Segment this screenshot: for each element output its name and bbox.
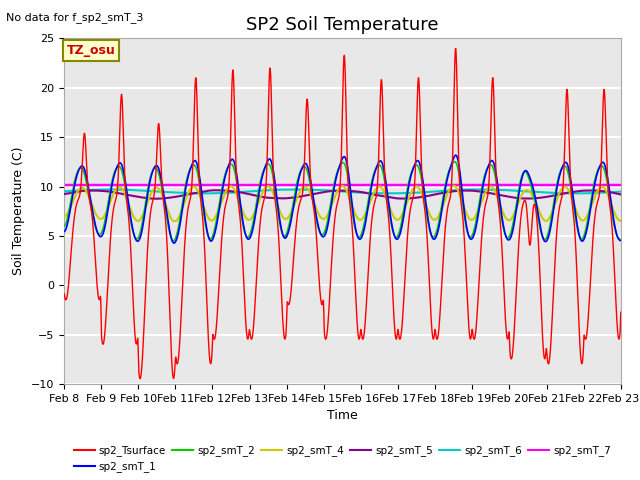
sp2_smT_2 [617, 237, 625, 242]
sp2_smT_4 [397, 214, 404, 220]
sp2_smT_7 [617, 182, 625, 188]
sp2_smT_1 [397, 228, 404, 234]
sp2_smT_6 [179, 190, 187, 196]
sp2_Tsurface [564, 108, 572, 113]
Y-axis label: Soil Temperature (C): Soil Temperature (C) [12, 147, 26, 276]
sp2_smT_7 [605, 182, 612, 188]
sp2_Tsurface [617, 310, 625, 315]
sp2_smT_5 [60, 191, 68, 197]
sp2_Tsurface [397, 334, 404, 340]
sp2_smT_7 [564, 182, 572, 188]
sp2_smT_2 [564, 170, 572, 176]
sp2_Tsurface [60, 291, 68, 297]
sp2_smT_2 [180, 194, 188, 200]
sp2_Tsurface [406, 205, 414, 211]
sp2_smT_5 [564, 190, 572, 195]
sp2_Tsurface [216, 270, 223, 276]
sp2_smT_2 [451, 159, 458, 165]
sp2_smT_4 [170, 218, 177, 224]
Line: sp2_smT_1: sp2_smT_1 [64, 155, 621, 243]
sp2_smT_1 [452, 152, 460, 158]
sp2_smT_4 [617, 218, 625, 224]
sp2_smT_5 [397, 196, 404, 202]
sp2_smT_5 [407, 195, 415, 201]
Line: sp2_Tsurface: sp2_Tsurface [64, 48, 621, 379]
sp2_smT_6 [472, 187, 479, 192]
sp2_smT_2 [216, 199, 223, 204]
sp2_smT_6 [397, 191, 404, 196]
sp2_smT_5 [180, 192, 188, 198]
sp2_smT_6 [564, 191, 572, 196]
Title: SP2 Soil Temperature: SP2 Soil Temperature [246, 16, 438, 34]
sp2_smT_5 [617, 192, 625, 197]
Text: TZ_osu: TZ_osu [67, 44, 116, 57]
sp2_smT_4 [617, 218, 625, 224]
sp2_smT_1 [60, 229, 68, 235]
sp2_smT_7 [179, 182, 187, 188]
sp2_smT_4 [216, 204, 223, 210]
sp2_Tsurface [452, 46, 460, 51]
sp2_smT_1 [406, 175, 414, 180]
sp2_smT_1 [170, 240, 178, 246]
sp2_smT_5 [212, 187, 220, 193]
sp2_smT_6 [617, 189, 625, 194]
X-axis label: Time: Time [327, 409, 358, 422]
sp2_smT_1 [180, 200, 188, 205]
Line: sp2_smT_5: sp2_smT_5 [64, 190, 621, 199]
sp2_smT_2 [169, 238, 177, 244]
sp2_smT_2 [617, 237, 625, 242]
sp2_Tsurface [180, 264, 188, 270]
sp2_smT_5 [617, 192, 625, 197]
sp2_smT_6 [617, 189, 625, 194]
sp2_smT_7 [216, 182, 223, 188]
sp2_smT_6 [60, 189, 68, 194]
sp2_smT_1 [617, 238, 625, 243]
Text: No data for f_sp2_smT_3: No data for f_sp2_smT_3 [6, 12, 144, 23]
sp2_smT_7 [60, 182, 68, 188]
Line: sp2_smT_6: sp2_smT_6 [64, 190, 621, 193]
sp2_smT_1 [564, 164, 572, 169]
sp2_smT_4 [406, 191, 414, 196]
sp2_smT_6 [198, 191, 205, 196]
sp2_smT_4 [180, 203, 188, 208]
sp2_smT_1 [216, 204, 223, 210]
sp2_smT_4 [564, 187, 572, 192]
sp2_smT_6 [406, 190, 414, 196]
sp2_smT_2 [406, 172, 414, 178]
sp2_smT_7 [397, 182, 404, 188]
sp2_Tsurface [136, 376, 144, 382]
sp2_smT_4 [450, 183, 458, 189]
sp2_Tsurface [617, 313, 625, 319]
sp2_smT_1 [617, 238, 625, 243]
sp2_smT_7 [252, 182, 259, 188]
sp2_smT_2 [60, 223, 68, 229]
Line: sp2_smT_4: sp2_smT_4 [64, 186, 621, 221]
sp2_smT_6 [216, 190, 223, 196]
sp2_smT_5 [152, 196, 160, 202]
sp2_smT_2 [397, 223, 404, 229]
sp2_smT_7 [617, 182, 625, 188]
sp2_smT_4 [60, 214, 68, 219]
Legend: sp2_Tsurface, sp2_smT_1, sp2_smT_2, sp2_smT_4, sp2_smT_5, sp2_smT_6, sp2_smT_7: sp2_Tsurface, sp2_smT_1, sp2_smT_2, sp2_… [70, 441, 615, 477]
sp2_smT_5 [216, 188, 223, 193]
sp2_smT_7 [406, 182, 414, 188]
Line: sp2_smT_2: sp2_smT_2 [64, 162, 621, 241]
